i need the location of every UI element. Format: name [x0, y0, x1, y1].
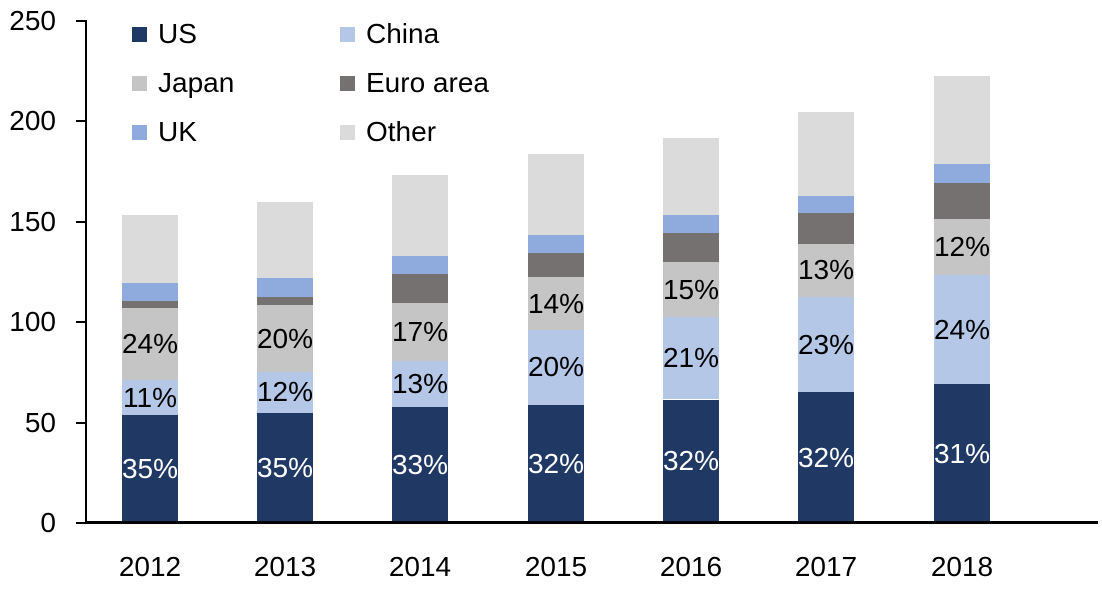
x-tick-label-2014: 2014 [388, 551, 452, 582]
bar-segment-euro-area-2015 [528, 252, 584, 278]
bar-segment-uk-2014 [392, 255, 448, 274]
x-tick-label-2018: 2018 [930, 551, 994, 582]
bar-segment-japan-2012 [122, 308, 178, 381]
legend-label-china: China [366, 18, 440, 49]
y-tick-mark [76, 522, 87, 524]
bar-segment-other-2015 [528, 153, 584, 235]
bar-segment-china-2015 [528, 330, 584, 405]
segment-label-china-2014: 13% [391, 367, 449, 399]
bar-segment-us-2014 [392, 406, 448, 523]
segment-label-japan-2018: 12% [933, 230, 991, 262]
segment-label-us-2012: 35% [121, 452, 179, 484]
y-tick-label: 200 [9, 105, 56, 137]
bar-segment-us-2015 [528, 404, 584, 523]
y-tick-mark [76, 20, 87, 22]
bar-segment-japan-2013 [257, 305, 313, 373]
segment-label-us-2014: 33% [391, 448, 449, 480]
y-tick-mark [76, 220, 87, 223]
x-tick-label-2016: 2016 [659, 551, 723, 582]
bar-segment-us-2016 [663, 399, 719, 523]
bar-segment-japan-2014 [392, 303, 448, 362]
bar-segment-china-2018 [934, 275, 990, 385]
bar-segment-us-2012 [122, 414, 178, 523]
segment-label-japan-2015: 14% [527, 287, 585, 319]
segment-label-us-2017: 32% [797, 441, 855, 473]
segment-label-china-2018: 24% [933, 313, 991, 345]
x-tick-label-2017: 2017 [794, 551, 858, 582]
segment-label-us-2013: 35% [256, 451, 314, 483]
legend-label-uk: UK [158, 116, 197, 147]
bar-segment-us-2017 [798, 392, 854, 523]
legend-swatch-japan [132, 76, 147, 91]
bar-segment-uk-2013 [257, 278, 313, 298]
segment-label-us-2016: 32% [662, 445, 720, 477]
legend-swatch-china [340, 27, 355, 42]
legend-swatch-other [340, 125, 355, 140]
y-tick-mark [76, 321, 87, 324]
bar-segment-china-2013 [257, 372, 313, 413]
y-tick-mark [76, 120, 87, 123]
legend-label-us: US [158, 18, 197, 49]
bar-segment-uk-2012 [122, 283, 178, 302]
bar-segment-other-2018 [934, 76, 990, 164]
bar-segment-uk-2015 [528, 234, 584, 253]
segment-label-japan-2017: 13% [797, 254, 855, 286]
bar-segment-uk-2018 [934, 163, 990, 183]
legend-swatch-us [132, 27, 147, 42]
legend-swatch-euro-area [340, 76, 355, 91]
bar-segment-other-2017 [798, 112, 854, 196]
segment-label-japan-2014: 17% [391, 316, 449, 348]
bar-segment-china-2017 [798, 297, 854, 393]
segment-label-china-2016: 21% [662, 342, 720, 374]
bar-segment-other-2016 [663, 138, 719, 215]
bar-segment-china-2016 [663, 317, 719, 400]
bar-segment-euro-area-2017 [798, 212, 854, 244]
segment-label-us-2018: 31% [933, 437, 991, 469]
y-tick-mark [76, 421, 87, 424]
bar-segment-euro-area-2012 [122, 301, 178, 309]
segment-label-japan-2013: 20% [256, 322, 314, 354]
segment-label-japan-2016: 15% [662, 273, 720, 305]
bar-segment-us-2018 [934, 384, 990, 523]
y-axis-line [85, 21, 87, 523]
y-tick-label: 250 [9, 5, 56, 36]
y-tick-label: 100 [9, 306, 56, 338]
legend-label-japan: Japan [158, 67, 235, 98]
legend-swatch-uk [132, 125, 147, 140]
segment-label-china-2013: 12% [256, 376, 314, 408]
x-axis-line [85, 521, 1098, 524]
y-tick-label: 0 [40, 507, 56, 538]
bar-segment-other-2012 [122, 214, 178, 284]
legend-label-euro-area: Euro area [366, 67, 489, 98]
segment-label-us-2015: 32% [527, 447, 585, 479]
bar-segment-us-2013 [257, 412, 313, 523]
bar-segment-japan-2018 [934, 218, 990, 275]
legend-label-other: Other [366, 116, 437, 147]
bar-segment-other-2013 [257, 201, 313, 279]
bar-segment-euro-area-2016 [663, 232, 719, 262]
segment-label-japan-2012: 24% [121, 328, 179, 360]
bar-segment-japan-2017 [798, 243, 854, 298]
bar-segment-china-2012 [122, 380, 178, 415]
x-tick-label-2012: 2012 [118, 551, 182, 582]
y-tick-label: 50 [24, 406, 56, 438]
bar-segment-euro-area-2018 [934, 182, 990, 219]
segment-label-china-2015: 20% [527, 351, 585, 383]
x-tick-label-2013: 2013 [253, 551, 317, 582]
bar-segment-euro-area-2014 [392, 274, 448, 304]
bar-segment-uk-2016 [663, 214, 719, 233]
bar-segment-other-2014 [392, 174, 448, 256]
bar-segment-japan-2015 [528, 277, 584, 331]
x-tick-label-2015: 2015 [524, 551, 588, 582]
bar-segment-euro-area-2013 [257, 297, 313, 306]
segment-label-china-2012: 11% [123, 381, 177, 413]
bar-segment-uk-2017 [798, 195, 854, 213]
bar-segment-china-2014 [392, 361, 448, 407]
segment-label-china-2017: 23% [797, 328, 855, 360]
y-tick-label: 150 [9, 205, 56, 237]
bar-segment-japan-2016 [663, 261, 719, 318]
